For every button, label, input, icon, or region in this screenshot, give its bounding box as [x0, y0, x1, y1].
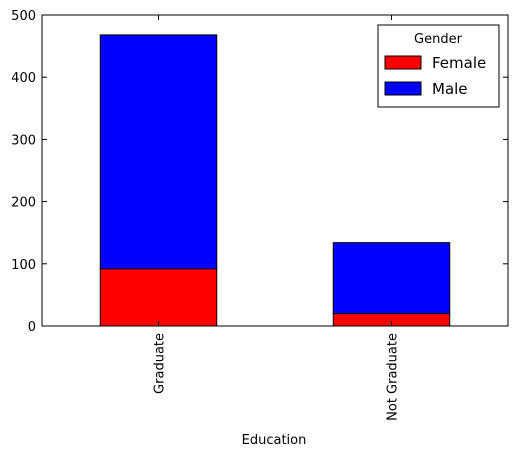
legend-swatch-female [384, 55, 422, 70]
y-tick-label: 200 [11, 196, 36, 211]
x-axis-title: Education [242, 433, 307, 448]
legend-title: Gender [414, 32, 463, 47]
y-tick-label: 0 [28, 320, 36, 335]
plot-frame [41, 14, 509, 327]
legend-label-male: Male [432, 80, 468, 98]
y-tick-label: 500 [11, 9, 36, 24]
legend-swatch-male [384, 81, 422, 96]
bar-male-not-graduate [332, 242, 451, 315]
legend: Gender Female Male [377, 24, 500, 108]
bar-female-graduate [99, 268, 218, 327]
y-tick-label: 100 [11, 258, 36, 273]
legend-label-female: Female [432, 54, 486, 72]
legend-entries: Female Male [384, 54, 486, 98]
x-axis: Graduate Not Graduate [153, 15, 401, 421]
x-tick-label: Graduate [153, 333, 168, 394]
bars-group [99, 34, 451, 327]
y-tick-label: 400 [11, 71, 36, 86]
y-axis: 0 100 200 300 400 500 [11, 9, 508, 335]
y-tick-label: 300 [11, 133, 36, 148]
bar-male-graduate [99, 34, 218, 270]
x-tick-label: Not Graduate [386, 333, 401, 421]
